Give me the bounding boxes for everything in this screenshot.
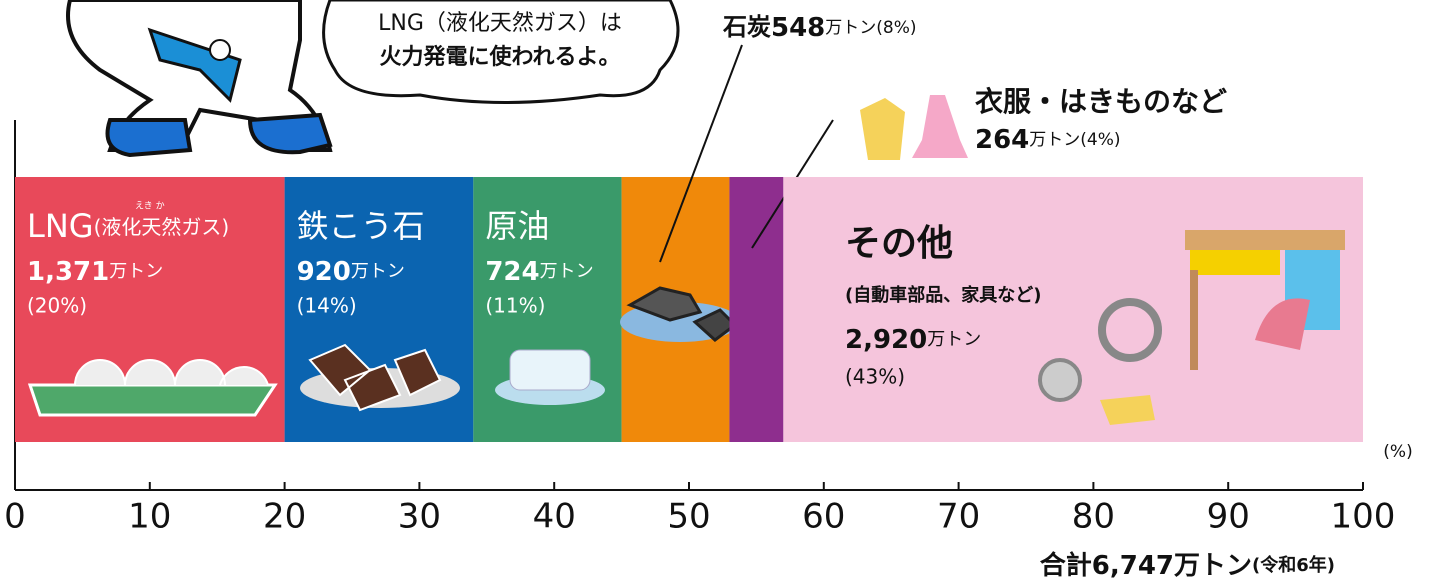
label-part: 2,920 bbox=[845, 325, 927, 355]
segment-percent: (14%) bbox=[297, 294, 357, 318]
label-part: その他 bbox=[845, 223, 953, 264]
segment-label: 264万トン(4%) bbox=[975, 125, 1121, 155]
label-part: (令和6年) bbox=[1252, 554, 1335, 576]
segment-label: 石炭548万トン(8%) bbox=[722, 13, 917, 43]
speech-bubble bbox=[322, 0, 680, 104]
x-tick-label: 20 bbox=[263, 497, 306, 537]
bar-segment bbox=[729, 177, 784, 442]
shirt bbox=[860, 98, 905, 160]
segment-note: (自動車部品、家具など) bbox=[845, 284, 1041, 306]
desk bbox=[1185, 230, 1345, 250]
label-part: 原油 bbox=[485, 207, 549, 245]
segment-label: 原油 bbox=[485, 207, 549, 245]
segment-label: その他 bbox=[845, 223, 953, 264]
segment-amount: 920万トン bbox=[297, 257, 405, 287]
label-part: 鉄こう石 bbox=[297, 207, 425, 245]
mirror bbox=[1100, 395, 1155, 425]
illustrations bbox=[27, 230, 1345, 425]
part bbox=[1038, 358, 1082, 402]
segment-label: 鉄こう石 bbox=[297, 207, 425, 245]
segment-label: LNG(液化天然ガス) bbox=[27, 207, 229, 245]
ruby: えき か bbox=[135, 201, 165, 212]
x-tick-label: 90 bbox=[1207, 497, 1250, 537]
x-tick-label: 0 bbox=[4, 497, 26, 537]
oil-tank bbox=[509, 349, 591, 391]
label-part: 548 bbox=[771, 13, 825, 43]
tanks bbox=[74, 359, 269, 386]
chair bbox=[1255, 298, 1310, 350]
x-tick-label: 100 bbox=[1331, 497, 1396, 537]
segment-percent: (11%) bbox=[485, 294, 545, 318]
ship bbox=[27, 383, 278, 417]
label-part: 万トン bbox=[1029, 130, 1080, 150]
x-unit: (%) bbox=[1383, 442, 1412, 462]
label-part: 万トン bbox=[927, 329, 981, 350]
bubble-text: 火力発電に使われるよ。 bbox=[380, 45, 621, 70]
segment-label: 衣服・はきものなど bbox=[975, 85, 1227, 118]
label-part: (液化天然ガス) bbox=[94, 215, 230, 239]
segment-percent: (20%) bbox=[27, 294, 87, 318]
x-tick-label: 10 bbox=[128, 497, 171, 537]
label-part: 石炭 bbox=[722, 13, 771, 41]
x-tick-label: 80 bbox=[1072, 497, 1115, 537]
segment-amount: 1,371万トン bbox=[27, 257, 163, 287]
coal-icon bbox=[620, 286, 740, 342]
label-part: 1,371 bbox=[27, 257, 109, 287]
x-tick-label: 70 bbox=[937, 497, 980, 537]
label-part: 万トン bbox=[825, 18, 876, 38]
x-tick-label: 60 bbox=[802, 497, 845, 537]
mascot bbox=[66, 0, 333, 158]
segment-percent: (43%) bbox=[845, 365, 905, 389]
label-part: 万トン bbox=[351, 261, 405, 282]
desk-leg bbox=[1190, 270, 1198, 370]
label-part: (8%) bbox=[876, 18, 916, 38]
leader-line bbox=[659, 44, 743, 263]
ore bbox=[308, 343, 442, 412]
coal bbox=[626, 286, 703, 322]
drawer bbox=[1190, 250, 1280, 275]
label-part: (4%) bbox=[1080, 130, 1120, 150]
segment-amount: 724万トン bbox=[485, 257, 593, 287]
x-tick-label: 30 bbox=[398, 497, 441, 537]
x-tick-label: 40 bbox=[533, 497, 576, 537]
label-part: 724 bbox=[485, 257, 539, 287]
label-part: 万トン bbox=[540, 261, 594, 282]
total: 合計6,747万トン(令和6年) bbox=[1040, 550, 1335, 581]
label-part: 264 bbox=[975, 125, 1029, 155]
wheel bbox=[1098, 298, 1162, 362]
clothes-icon bbox=[860, 95, 968, 160]
label-part: LNG bbox=[27, 207, 94, 245]
label-part: 万トン bbox=[109, 261, 163, 282]
label-part: 合計6,747万トン bbox=[1040, 550, 1252, 581]
x-tick-label: 50 bbox=[667, 497, 710, 537]
label-part: 920 bbox=[297, 257, 351, 287]
bubble-text: LNG（液化天然ガス）は bbox=[378, 11, 622, 36]
bar-segment bbox=[783, 177, 1363, 442]
dress bbox=[912, 95, 968, 158]
segment-amount: 2,920万トン bbox=[845, 325, 981, 355]
